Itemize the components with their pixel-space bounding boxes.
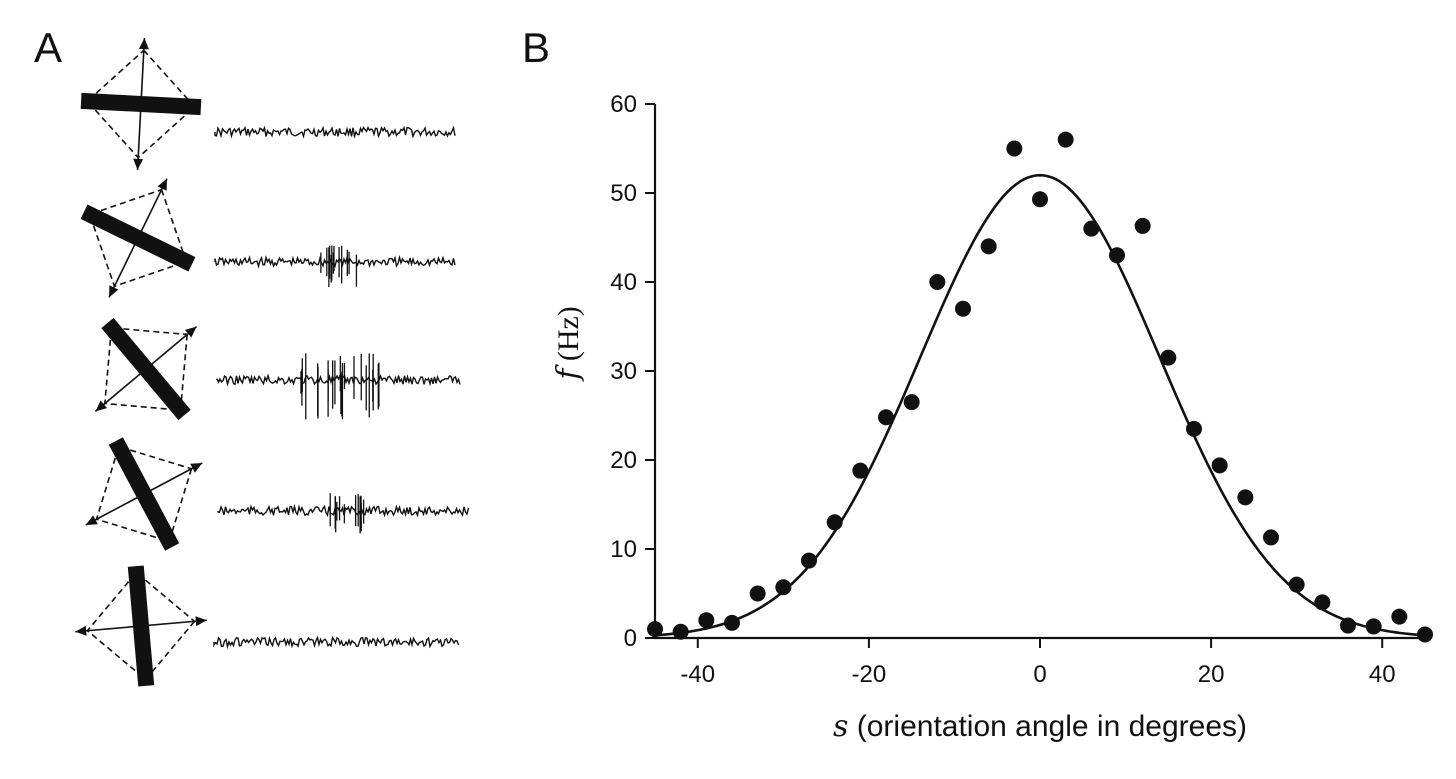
receptive-field-square — [95, 445, 193, 543]
data-point — [1134, 217, 1151, 234]
arrow-head-icon — [157, 178, 167, 191]
arrow-head-icon — [95, 400, 108, 412]
bar-stimulus — [80, 92, 202, 116]
arrow-head-icon — [85, 515, 98, 525]
data-point — [672, 623, 689, 640]
data-point — [749, 585, 766, 602]
spike-trace — [214, 125, 456, 139]
data-point — [980, 238, 997, 255]
data-point — [1160, 349, 1177, 366]
data-point — [826, 514, 843, 531]
data-point — [852, 462, 869, 479]
stimulus-row — [75, 565, 460, 687]
panel-a-label: A — [34, 24, 63, 71]
y-tick-label: 30 — [610, 358, 637, 385]
data-point — [1391, 608, 1408, 625]
x-axis-description: (orientation angle in degrees) — [848, 710, 1247, 743]
data-point — [1365, 618, 1382, 635]
arrow-head-icon — [109, 285, 119, 298]
arrow-head-icon — [195, 616, 207, 627]
y-axis-unit: (Hz) — [552, 306, 585, 368]
y-tick-label: 60 — [610, 91, 637, 118]
y-tick-label: 0 — [624, 625, 637, 652]
bar-stimulus — [80, 204, 196, 272]
data-point — [955, 300, 971, 317]
x-tick-label: 0 — [1033, 661, 1046, 688]
arrow-head-icon — [138, 38, 149, 50]
data-point — [903, 394, 920, 411]
x-tick-label: -40 — [680, 661, 715, 688]
panel-b-label: B — [522, 24, 551, 71]
x-tick-label: 40 — [1369, 661, 1396, 688]
data-point — [1057, 131, 1074, 148]
spike-trace — [213, 635, 460, 650]
arrow-head-icon — [75, 625, 87, 636]
spike-trace — [217, 503, 470, 518]
chart-axes: 0 10 20 30 40 50 60 -40 -20 0 20 40 — [610, 91, 1425, 688]
y-axis-label: f (Hz) — [551, 306, 586, 382]
arrow-head-icon — [184, 326, 197, 338]
data-point — [647, 621, 663, 638]
y-tick-label: 40 — [610, 269, 637, 296]
arrow-head-icon — [190, 463, 203, 473]
data-point — [1083, 220, 1100, 237]
spike-trace — [216, 373, 461, 387]
receptive-field-square — [86, 49, 196, 159]
stimulus-row — [80, 38, 456, 170]
bar-stimulus — [108, 437, 180, 551]
data-point — [1032, 191, 1048, 208]
data-point — [1237, 489, 1254, 506]
x-axis-label: s (orientation angle in degrees) — [833, 709, 1247, 744]
arrow-head-icon — [133, 158, 144, 170]
data-point — [1288, 576, 1305, 593]
x-tick-label: -20 — [852, 661, 887, 688]
stimulus-trace-panel — [75, 38, 470, 687]
stimulus-row — [85, 437, 470, 551]
x-tick-label: 20 — [1198, 661, 1225, 688]
data-point — [775, 579, 792, 596]
receptive-field-square — [103, 326, 189, 412]
data-point — [1211, 457, 1228, 474]
bar-stimulus — [127, 565, 155, 687]
gaussian-fit-line — [654, 173, 1426, 637]
y-tick-label: 10 — [610, 536, 637, 563]
stimulus-row — [94, 317, 461, 421]
bar-stimulus — [101, 317, 191, 421]
data-point — [929, 274, 946, 290]
fit-curve-layer — [654, 173, 1426, 637]
data-point — [698, 612, 715, 629]
y-tick-label: 50 — [610, 180, 637, 207]
data-point — [801, 552, 817, 569]
data-point — [1263, 529, 1279, 546]
data-point — [724, 614, 740, 631]
data-point — [1314, 594, 1331, 611]
data-points-layer — [647, 131, 1433, 643]
data-point — [1186, 420, 1202, 437]
x-axis-variable: s — [833, 709, 848, 744]
y-tick-label: 20 — [610, 447, 637, 474]
data-point — [878, 409, 894, 426]
data-point — [1417, 626, 1433, 643]
data-point — [1340, 617, 1356, 634]
data-point — [1006, 140, 1023, 157]
data-point — [1109, 247, 1125, 264]
